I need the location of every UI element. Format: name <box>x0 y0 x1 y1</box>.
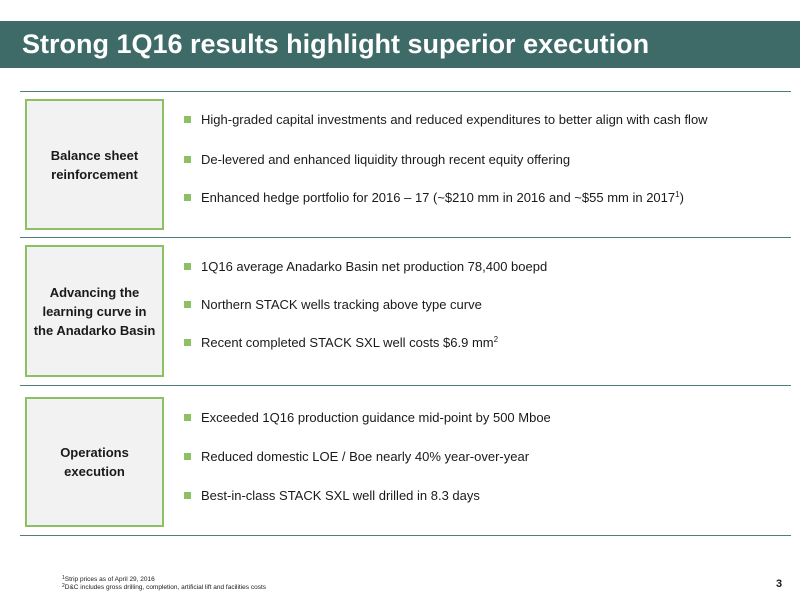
bullet-square-icon <box>184 193 191 201</box>
bullet-square-icon <box>184 491 191 499</box>
bullet-text: Exceeded 1Q16 production guidance mid-po… <box>201 409 551 425</box>
bullet-text: Reduced domestic LOE / Boe nearly 40% ye… <box>201 448 530 464</box>
footnote: 2D&C includes gross drilling, completion… <box>62 583 266 592</box>
bullet-square-icon <box>184 452 191 460</box>
section-label-box: Advancing the learning curve in the Anad… <box>25 245 164 377</box>
bullet-square-icon <box>184 115 191 123</box>
section-label: Balance sheet reinforcement <box>50 147 139 182</box>
page-number: 3 <box>776 578 783 590</box>
bullet-item: 1Q16 average Anadarko Basin net producti… <box>184 256 547 276</box>
section-label-box: Operations execution <box>25 397 164 527</box>
bullet-text: High-graded capital investments and redu… <box>201 111 708 127</box>
footnote: 1Strip prices as of April 29, 2016 <box>62 575 155 584</box>
bullet-text: 1Q16 average Anadarko Basin net producti… <box>201 258 548 274</box>
section-label-box: Balance sheet reinforcement <box>25 99 164 230</box>
bullet-square-icon <box>184 262 191 270</box>
bullet-item: Recent completed STACK SXL well costs $6… <box>184 332 498 352</box>
footnote-ref: 1 <box>675 189 680 199</box>
bullet-text: Enhanced hedge portfolio for 2016 – 17 (… <box>201 189 684 205</box>
bullet-square-icon <box>184 413 191 421</box>
footnotes: 1Strip prices as of April 29, 2016 2D&C … <box>62 576 266 592</box>
section-divider <box>20 385 791 386</box>
bullet-item: Northern STACK wells tracking above type… <box>184 294 482 314</box>
footnote-ref: 2 <box>493 334 499 344</box>
bullet-text: Northern STACK wells tracking above type… <box>201 296 482 312</box>
bullet-item: High-graded capital investments and redu… <box>184 109 708 129</box>
section-label: Operations execution <box>60 445 129 479</box>
section-divider <box>20 237 791 238</box>
bullet-text: Recent completed STACK SXL well costs $6… <box>201 334 499 350</box>
bullet-item: Exceeded 1Q16 production guidance mid-po… <box>184 407 551 427</box>
section-divider <box>20 91 791 92</box>
bullet-item: Enhanced hedge portfolio for 2016 – 17 (… <box>184 187 684 207</box>
bullet-text: Best-in-class STACK SXL well drilled in … <box>201 487 480 503</box>
bullet-item: Best-in-class STACK SXL well drilled in … <box>184 485 480 505</box>
section-label: Advancing the learning curve in the Anad… <box>33 284 156 338</box>
title-bar: Strong 1Q16 results highlight superior e… <box>0 21 800 68</box>
page-title: Strong 1Q16 results highlight superior e… <box>22 29 650 59</box>
bullet-text: De-levered and enhanced liquidity throug… <box>201 151 571 167</box>
section-divider <box>20 535 791 536</box>
bullet-item: De-levered and enhanced liquidity throug… <box>184 149 570 169</box>
bullet-square-icon <box>184 300 191 308</box>
bullet-square-icon <box>184 338 191 346</box>
bullet-square-icon <box>184 155 191 163</box>
bullet-item: Reduced domestic LOE / Boe nearly 40% ye… <box>184 446 529 466</box>
